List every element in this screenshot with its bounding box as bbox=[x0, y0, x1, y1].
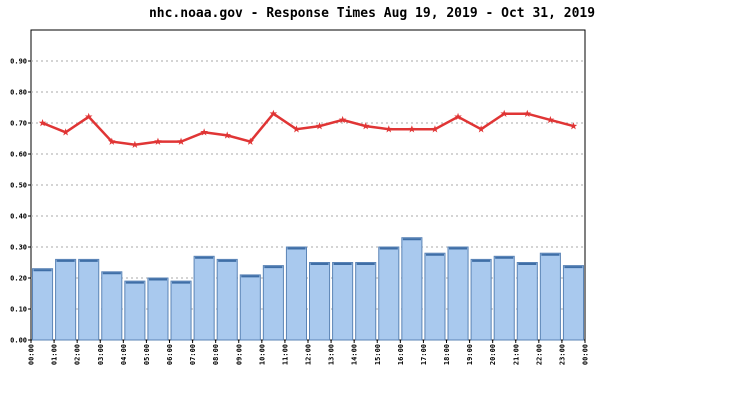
y-tick-label: 0.10 bbox=[10, 306, 27, 314]
x-tick-label: 16:00 bbox=[397, 344, 405, 365]
bar bbox=[78, 258, 100, 341]
line-marker bbox=[500, 109, 509, 117]
y-tick-label: 0.20 bbox=[10, 275, 27, 283]
line-marker bbox=[546, 115, 555, 124]
x-tick-label: 22:00 bbox=[535, 344, 543, 365]
bar bbox=[447, 246, 469, 341]
line-marker bbox=[223, 131, 232, 139]
line-marker bbox=[338, 115, 347, 124]
line-marker bbox=[408, 125, 416, 133]
x-tick-label: 07:00 bbox=[189, 344, 197, 365]
x-tick-label: 08:00 bbox=[212, 344, 220, 365]
line-marker bbox=[315, 122, 324, 130]
bar bbox=[101, 271, 123, 341]
bar bbox=[239, 274, 261, 341]
bar bbox=[216, 258, 238, 341]
line-marker bbox=[200, 128, 208, 136]
x-tick-label: 20:00 bbox=[489, 344, 497, 365]
x-tick-label: 03:00 bbox=[97, 344, 105, 365]
x-tick-label: 00:00 bbox=[28, 344, 36, 365]
line-marker bbox=[269, 109, 278, 117]
x-tick-label: 02:00 bbox=[74, 344, 82, 365]
line-marker bbox=[38, 119, 47, 127]
line-marker bbox=[477, 125, 485, 133]
x-tick-label: 23:00 bbox=[558, 344, 566, 365]
bar bbox=[516, 262, 538, 341]
bar bbox=[32, 268, 54, 341]
y-tick-label: 0.30 bbox=[10, 244, 27, 252]
line-marker bbox=[131, 140, 139, 148]
line-marker bbox=[523, 109, 532, 117]
line-marker bbox=[246, 137, 255, 145]
line-marker bbox=[454, 112, 462, 121]
bar bbox=[378, 246, 400, 341]
y-tick-label: 0.90 bbox=[10, 58, 27, 66]
chart-title: nhc.noaa.gov - Response Times Aug 19, 20… bbox=[149, 6, 595, 21]
bar bbox=[124, 280, 146, 341]
bar bbox=[55, 258, 77, 341]
y-tick-label: 0.00 bbox=[10, 337, 27, 345]
line-marker bbox=[384, 125, 393, 133]
bar bbox=[285, 246, 307, 341]
x-tick-label: 05:00 bbox=[143, 344, 151, 365]
line-marker bbox=[84, 112, 93, 121]
x-tick-label: 09:00 bbox=[235, 344, 243, 365]
x-tick-label: 12:00 bbox=[305, 344, 313, 365]
y-tick-label: 0.70 bbox=[10, 120, 27, 128]
bar bbox=[262, 265, 284, 341]
y-tick-label: 0.40 bbox=[10, 213, 27, 221]
x-tick-label: 04:00 bbox=[120, 344, 128, 365]
x-tick-label: 18:00 bbox=[443, 344, 451, 365]
line-marker bbox=[431, 125, 439, 133]
line-marker bbox=[61, 128, 70, 136]
bar bbox=[562, 265, 585, 341]
bar bbox=[355, 262, 377, 341]
line bbox=[42, 112, 574, 146]
line-marker bbox=[361, 122, 370, 130]
x-tick-label: 17:00 bbox=[420, 344, 428, 365]
bar bbox=[332, 262, 354, 341]
x-tick-label: 14:00 bbox=[351, 344, 359, 365]
bar bbox=[539, 252, 561, 341]
x-tick-label: 06:00 bbox=[166, 344, 174, 365]
x-tick-label: 19:00 bbox=[466, 344, 474, 365]
x-tick-label: 11:00 bbox=[281, 344, 289, 365]
line-marker bbox=[292, 125, 301, 133]
x-tick-label: 21:00 bbox=[512, 344, 520, 365]
line-marker bbox=[107, 137, 116, 145]
y-tick-label: 0.50 bbox=[10, 182, 27, 190]
y-tick-label: 0.80 bbox=[10, 89, 27, 97]
bar bbox=[424, 252, 446, 341]
bar bbox=[193, 255, 215, 341]
line-marker bbox=[177, 137, 185, 145]
bar bbox=[470, 258, 492, 341]
x-tick-label: 00:00 bbox=[582, 344, 590, 365]
bar bbox=[401, 237, 423, 341]
bar bbox=[170, 280, 192, 341]
line-marker bbox=[154, 137, 162, 145]
bar bbox=[147, 277, 169, 341]
y-tick-label: 0.60 bbox=[10, 151, 27, 159]
x-tick-label: 10:00 bbox=[258, 344, 266, 365]
bar bbox=[309, 262, 331, 341]
x-tick-label: 01:00 bbox=[51, 344, 59, 365]
x-tick-label: 13:00 bbox=[328, 344, 336, 365]
x-tick-label: 15:00 bbox=[374, 344, 382, 365]
line-marker bbox=[569, 122, 578, 130]
bar bbox=[493, 255, 515, 341]
